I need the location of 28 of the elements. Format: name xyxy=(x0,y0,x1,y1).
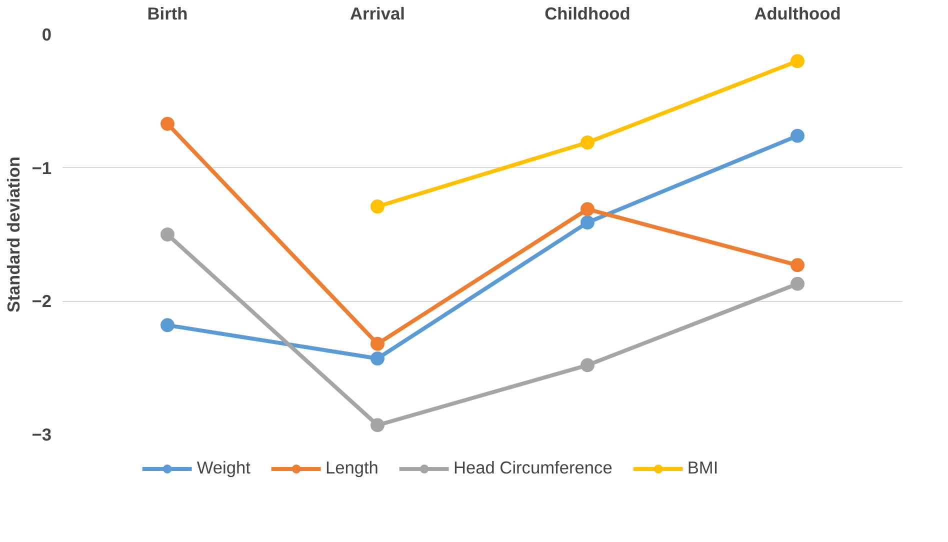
point xyxy=(790,276,804,291)
point xyxy=(160,116,174,131)
x-tick-label: Birth xyxy=(147,4,188,24)
point xyxy=(370,418,384,432)
legend-label: BMI xyxy=(687,458,718,478)
point xyxy=(370,336,384,351)
point xyxy=(790,128,804,143)
point xyxy=(160,318,174,332)
point xyxy=(160,228,174,242)
point xyxy=(580,202,594,216)
x-tick-label: Childhood xyxy=(544,4,630,24)
legend-label: Length xyxy=(325,458,378,478)
y-tick-label: −2 xyxy=(32,291,52,312)
legend-label: Weight xyxy=(196,458,250,478)
point xyxy=(370,352,384,366)
point xyxy=(580,136,594,150)
point xyxy=(790,258,804,272)
y-tick-label: −3 xyxy=(32,424,52,444)
y-axis-title: Standard deviation xyxy=(4,156,24,312)
point xyxy=(790,54,804,68)
legend-label: Head Circumference xyxy=(453,458,612,478)
y-tick-label: −1 xyxy=(32,158,52,178)
x-tick-label: Arrival xyxy=(350,4,405,24)
y-tick-label: 0 xyxy=(42,24,52,44)
point xyxy=(580,358,594,372)
point xyxy=(580,216,594,230)
x-tick-label: Adulthood xyxy=(754,4,841,24)
point xyxy=(370,200,384,214)
